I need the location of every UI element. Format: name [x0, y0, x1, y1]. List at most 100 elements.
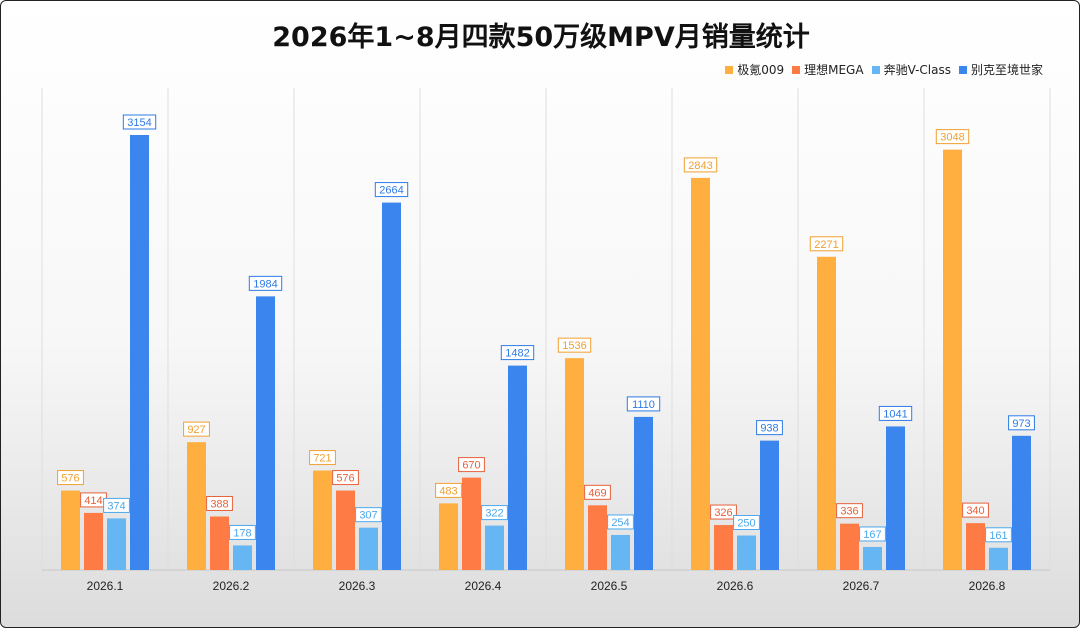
data-label: 1984	[253, 278, 277, 290]
data-label-box	[500, 345, 535, 361]
data-label-box	[57, 470, 84, 486]
data-label: 1110	[632, 399, 655, 411]
data-label-box	[355, 507, 382, 523]
legend-label-2: 奔驰V-Class	[883, 63, 951, 77]
data-label: 1482	[505, 348, 529, 360]
bar	[256, 296, 275, 570]
x-tick-label: 2026.2	[213, 579, 250, 593]
data-label: 254	[611, 517, 629, 529]
data-label: 178	[233, 527, 251, 539]
chart-title: 2026年1~8月四款50万级MPV月销量统计	[272, 22, 810, 53]
data-label-box	[103, 497, 130, 513]
data-label-box	[458, 457, 485, 473]
bar	[943, 149, 962, 570]
bar	[634, 416, 653, 570]
data-label: 161	[989, 530, 1007, 542]
data-label: 3154	[127, 117, 151, 129]
data-label-box	[435, 482, 462, 498]
x-tick-label: 2026.1	[87, 579, 124, 593]
data-label-box	[332, 470, 359, 486]
data-label-box	[878, 405, 913, 421]
data-label: 576	[336, 473, 354, 485]
data-label-box	[206, 495, 233, 511]
data-label-box	[607, 514, 634, 530]
legend-swatch-2	[871, 65, 880, 74]
data-label-box	[733, 515, 760, 531]
bar	[565, 358, 584, 570]
bar	[588, 505, 607, 570]
bar	[187, 442, 206, 570]
data-label-box	[1008, 415, 1035, 431]
data-label-box	[122, 114, 157, 130]
chart-legend: 极氪009 理想MEGA 奔驰V-Class 别克至境世家	[725, 61, 1043, 78]
data-label: 576	[61, 473, 79, 485]
data-label: 1041	[883, 408, 907, 420]
bar	[760, 440, 779, 570]
bar	[714, 525, 733, 570]
bar	[611, 534, 630, 570]
data-label-box	[756, 420, 783, 436]
bar	[84, 512, 103, 570]
data-label: 670	[462, 460, 480, 472]
data-label-box	[836, 503, 863, 519]
bar	[210, 516, 229, 570]
data-label-box	[626, 396, 661, 412]
data-label-box	[683, 157, 718, 173]
x-tick-label: 2026.3	[339, 579, 376, 593]
data-label-box	[809, 236, 844, 252]
data-label: 1536	[562, 340, 586, 352]
legend-item-1: 理想MEGA	[792, 61, 864, 78]
bar	[1012, 435, 1031, 570]
legend-swatch-1	[792, 65, 801, 74]
bar	[966, 523, 985, 570]
bar	[989, 547, 1008, 570]
bar	[336, 490, 355, 570]
data-label-box	[710, 504, 737, 520]
data-label: 3048	[940, 132, 964, 144]
data-label: 927	[187, 424, 205, 436]
data-label: 388	[210, 498, 228, 510]
data-label: 938	[760, 423, 778, 435]
bar	[840, 523, 859, 570]
x-tick-label: 2026.6	[717, 579, 754, 593]
bar	[863, 546, 882, 570]
legend-swatch-3	[958, 65, 967, 74]
data-label-box	[309, 450, 336, 466]
data-label: 469	[588, 487, 606, 499]
data-label: 307	[359, 510, 377, 522]
data-label-box	[481, 505, 508, 521]
bar	[737, 535, 756, 570]
data-label: 326	[714, 507, 732, 519]
bar	[817, 256, 836, 570]
bar	[485, 525, 504, 570]
data-label: 250	[737, 518, 755, 530]
data-label-box	[962, 502, 989, 518]
data-label-box	[229, 524, 256, 540]
data-label: 483	[439, 485, 457, 497]
bar	[313, 470, 332, 570]
legend-swatch-0	[725, 65, 734, 74]
legend-item-2: 奔驰V-Class	[871, 61, 951, 78]
bar	[130, 135, 149, 570]
bar	[359, 527, 378, 570]
data-label: 322	[485, 508, 503, 520]
legend-label-1: 理想MEGA	[804, 63, 864, 77]
data-label-box	[935, 129, 970, 145]
data-label: 336	[840, 506, 858, 518]
bar	[61, 490, 80, 570]
data-label-box	[183, 421, 210, 437]
legend-item-3: 别克至境世家	[958, 61, 1043, 78]
bar	[462, 477, 481, 570]
data-label-box	[859, 526, 886, 542]
data-label: 2843	[688, 160, 712, 172]
bar	[691, 177, 710, 570]
data-label-box	[985, 527, 1012, 543]
bar	[439, 503, 458, 570]
data-label-box	[557, 337, 592, 353]
data-label: 167	[863, 529, 881, 541]
data-label: 2664	[379, 185, 403, 197]
data-label-box	[374, 182, 409, 198]
bar	[508, 365, 527, 570]
